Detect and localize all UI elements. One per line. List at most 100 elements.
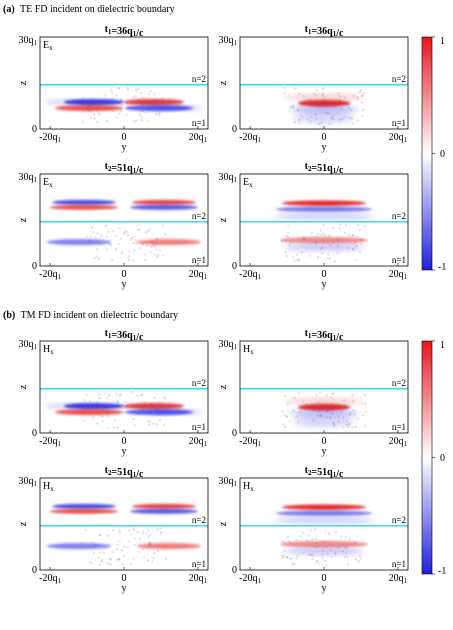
x-tick-0: -20q1 [39,269,61,281]
section-b-label: (b) TM FD incident on dielectric boundar… [3,310,178,321]
region-upper-label: n=2 [392,74,406,84]
y-tick-bottom: 0 [32,124,37,135]
y-tick-top: 30q1 [19,339,38,351]
colorbar-a: 1 0 -1 [421,36,446,273]
region-upper-label: n=2 [192,515,206,525]
field-component-label: Hx [43,481,54,493]
x-tick-2: 20q1 [189,436,208,448]
colorbar-b: 1 0 -1 [421,340,446,577]
y-tick-top: 30q1 [219,339,238,351]
colorbar-a-mid: 0 [440,149,445,160]
x-tick-2: 20q1 [189,132,208,144]
x-axis-label: y [122,279,127,290]
panel-title: t2=51q1/c [305,465,344,480]
x-tick-2: 20q1 [189,573,208,585]
field-component-label: Hx [43,344,54,356]
x-tick-0: -20q1 [39,573,61,585]
field-map [240,341,408,433]
y-axis-label: z [18,80,29,85]
field-component-label: Ex [43,40,53,52]
x-tick-1: 0 [122,436,127,447]
colorbar-b-min: -1 [438,566,446,577]
panel-title: t2=51q1/c [105,465,144,480]
x-tick-1: 0 [122,132,127,143]
y-axis-label: z [18,521,29,526]
y-tick-bottom: 0 [32,428,37,439]
x-tick-1: 0 [122,573,127,584]
x-tick-2: 20q1 [389,436,408,448]
panel-title: t2=51q1/c [305,161,344,176]
x-tick-0: -20q1 [39,436,61,448]
y-tick-bottom: 0 [232,565,237,576]
x-axis-label: y [122,583,127,594]
x-tick-1: 0 [322,573,327,584]
x-tick-0: -20q1 [239,436,261,448]
section-a-label: (a) TE FD incident on dielectric boundar… [3,4,175,15]
y-tick-bottom: 0 [232,428,237,439]
x-axis-label: y [322,446,327,457]
section-a-title: TE FD incident on dielectric boundary [20,4,175,15]
x-tick-0: -20q1 [39,132,61,144]
section-b-title: TM FD incident on dielectric boundary [21,310,178,321]
x-axis-label: y [322,583,327,594]
region-lower-label: n=1 [392,559,406,569]
x-axis-label: y [122,446,127,457]
field-component-label: Ex [243,177,253,189]
y-axis-label: z [218,217,229,222]
region-lower-label: n=1 [192,118,206,128]
region-lower-label: n=1 [192,422,206,432]
x-tick-0: -20q1 [239,269,261,281]
y-axis-label: z [18,384,29,389]
y-tick-bottom: 0 [32,565,37,576]
x-axis-label: y [122,142,127,153]
y-axis-label: z [218,521,229,526]
y-axis-label: z [218,80,229,85]
x-tick-2: 20q1 [389,269,408,281]
y-tick-top: 30q1 [219,172,238,184]
y-tick-top: 30q1 [219,35,238,47]
panel-title: t2=51q1/c [105,161,144,176]
x-tick-2: 20q1 [389,132,408,144]
section-a-tag: (a) [3,4,15,15]
region-upper-label: n=2 [392,211,406,221]
region-lower-label: n=1 [392,255,406,265]
field-map [40,478,208,570]
y-tick-bottom: 0 [232,261,237,272]
colorbar-b-gradient [421,340,433,575]
section-b-tag: (b) [3,310,15,321]
region-lower-label: n=1 [192,559,206,569]
panel-title: t1=36q1/c [305,24,344,39]
field-map [240,174,408,266]
colorbar-b-mid: 0 [440,453,445,464]
colorbar-b-max: 1 [440,340,445,351]
y-tick-bottom: 0 [32,261,37,272]
y-tick-top: 30q1 [219,476,238,488]
panel-title: t1=36q1/c [305,328,344,343]
y-tick-top: 30q1 [19,35,38,47]
panel-title: t1=36q1/c [105,328,144,343]
x-tick-1: 0 [322,132,327,143]
field-component-label: Hx [243,344,254,356]
region-upper-label: n=2 [392,515,406,525]
field-component-label: Hx [243,481,254,493]
field-component-label: Ex [43,177,53,189]
colorbar-a-gradient [421,36,433,271]
x-axis-label: y [322,142,327,153]
region-upper-label: n=2 [192,378,206,388]
region-upper-label: n=2 [192,74,206,84]
field-map [40,174,208,266]
y-tick-top: 30q1 [19,172,38,184]
x-tick-1: 0 [322,269,327,280]
field-map [240,37,408,129]
region-lower-label: n=1 [192,255,206,265]
x-tick-1: 0 [122,269,127,280]
y-tick-top: 30q1 [19,476,38,488]
colorbar-a-max: 1 [440,36,445,47]
panel-title: t1=36q1/c [105,24,144,39]
field-map [40,341,208,433]
